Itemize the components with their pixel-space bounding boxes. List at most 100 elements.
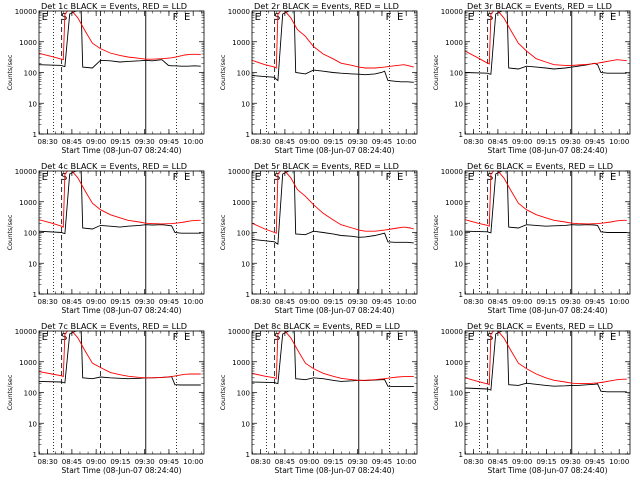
x-tick-label: 09:30: [561, 298, 581, 306]
x-tick-label: 10:00: [183, 298, 203, 306]
x-tick-label: 09:15: [110, 298, 130, 306]
y-tick-label: 10000: [15, 168, 37, 176]
x-tick-label: 08:30: [464, 138, 484, 146]
region-marker-label: F: [599, 12, 605, 23]
x-tick-label: 08:45: [275, 138, 295, 146]
x-axis-label: Start Time (08-Jun-07 08:24:40): [62, 306, 182, 315]
x-tick-label: 09:00: [512, 458, 532, 466]
y-tick-label: 1: [246, 451, 250, 459]
y-tick-label: 10: [241, 100, 250, 108]
region-marker-label: S: [487, 172, 493, 183]
y-axis-label: Counts/sec: [219, 374, 227, 410]
y-tick-label: 10000: [15, 328, 37, 336]
region-marker-label: S: [61, 12, 67, 23]
y-axis-label: Counts/sec: [6, 374, 14, 410]
series-group: [39, 11, 201, 69]
region-marker-label: E: [610, 332, 616, 343]
y-tick-label: 10: [241, 420, 250, 428]
y-axis-label: Counts/sec: [432, 214, 440, 250]
region-marker-label: F: [173, 332, 179, 343]
x-tick-label: 09:45: [585, 138, 605, 146]
y-tick-label: 1000: [445, 39, 463, 47]
region-marker-label: S: [487, 12, 493, 23]
x-tick-label: 10:00: [396, 458, 416, 466]
plot-frame: [251, 330, 418, 455]
y-axis-label: Counts/sec: [6, 214, 14, 250]
x-tick-label: 09:30: [135, 138, 155, 146]
x-axis-label: Start Time (08-Jun-07 08:24:40): [62, 466, 182, 475]
region-marker-label: E: [255, 332, 261, 343]
plot-frame: [464, 10, 631, 135]
region-marker-label: S: [61, 172, 67, 183]
x-tick-label: 09:15: [110, 138, 130, 146]
events-series-line: [465, 331, 627, 393]
x-tick-label: 09:45: [585, 298, 605, 306]
events-series-line: [252, 331, 414, 388]
x-tick-label: 10:00: [609, 458, 629, 466]
region-marker-label: S: [274, 12, 280, 23]
x-tick-label: 08:30: [464, 298, 484, 306]
region-marker-label: E: [42, 332, 48, 343]
marker-lines: [479, 11, 603, 134]
region-marker-label: S: [487, 332, 493, 343]
y-axis-label: Counts/sec: [219, 214, 227, 250]
y-axis-label: Counts/sec: [432, 54, 440, 90]
x-tick-label: 09:00: [86, 138, 106, 146]
series-group: [39, 331, 201, 386]
x-tick-label: 09:30: [135, 458, 155, 466]
y-tick-label: 1: [459, 131, 463, 139]
x-tick-label: 10:00: [609, 138, 629, 146]
events-series-line: [252, 11, 414, 83]
detector-panel-7: Det 7c BLACK = Events, RED = LLD E S F E 1 10 1…: [0, 320, 213, 480]
y-axis-label: Counts/sec: [432, 374, 440, 410]
events-series-line: [39, 331, 201, 386]
panel-title: Det 4c BLACK = Events, RED = LLD: [41, 161, 187, 171]
y-tick-label: 100: [450, 230, 463, 238]
x-tick-label: 09:30: [348, 458, 368, 466]
x-tick-label: 09:15: [323, 298, 343, 306]
region-marker-label: F: [173, 12, 179, 23]
y-tick-label: 100: [450, 70, 463, 78]
x-tick-label: 10:00: [396, 138, 416, 146]
panel-title: Det 3r BLACK = Events, RED = LLD: [467, 1, 612, 11]
y-tick-label: 100: [450, 390, 463, 398]
y-tick-label: 10000: [228, 8, 250, 16]
panel-title: Det 9c BLACK = Events, RED = LLD: [467, 321, 613, 331]
marker-lines: [266, 11, 390, 134]
lld-series-line: [465, 11, 627, 66]
series-group: [465, 11, 627, 75]
region-marker-label: E: [397, 12, 403, 23]
lld-series-line: [39, 11, 201, 61]
series-group: [465, 171, 627, 234]
region-marker-label: F: [386, 172, 392, 183]
y-tick-label: 1: [246, 131, 250, 139]
panel-title: Det 1c BLACK = Events, RED = LLD: [41, 1, 187, 11]
y-tick-label: 10: [241, 260, 250, 268]
y-tick-label: 1000: [19, 39, 37, 47]
x-tick-label: 08:45: [275, 458, 295, 466]
x-tick-label: 09:00: [86, 458, 106, 466]
region-marker-label: F: [386, 332, 392, 343]
region-marker-label: E: [42, 12, 48, 23]
region-marker-label: E: [468, 332, 474, 343]
panel-title: Det 7c BLACK = Events, RED = LLD: [41, 321, 187, 331]
y-tick-label: 1000: [445, 199, 463, 207]
detector-panel-1: Det 1c BLACK = Events, RED = LLD E S F E 1 10 1…: [0, 0, 213, 160]
y-tick-label: 1: [33, 451, 37, 459]
lld-series-line: [252, 171, 414, 234]
detector-panel-8: Det 8c BLACK = Events, RED = LLD E S F E 1 10 1…: [213, 320, 426, 480]
region-marker-label: E: [42, 172, 48, 183]
detector-panel-4: Det 4c BLACK = Events, RED = LLD E S F E 1 10 1…: [0, 160, 213, 320]
region-marker-label: F: [386, 12, 392, 23]
y-tick-label: 10: [454, 260, 463, 268]
y-tick-label: 10000: [441, 328, 463, 336]
x-tick-label: 09:00: [512, 138, 532, 146]
x-axis-label: Start Time (08-Jun-07 08:24:40): [488, 466, 608, 475]
y-tick-label: 100: [237, 230, 250, 238]
